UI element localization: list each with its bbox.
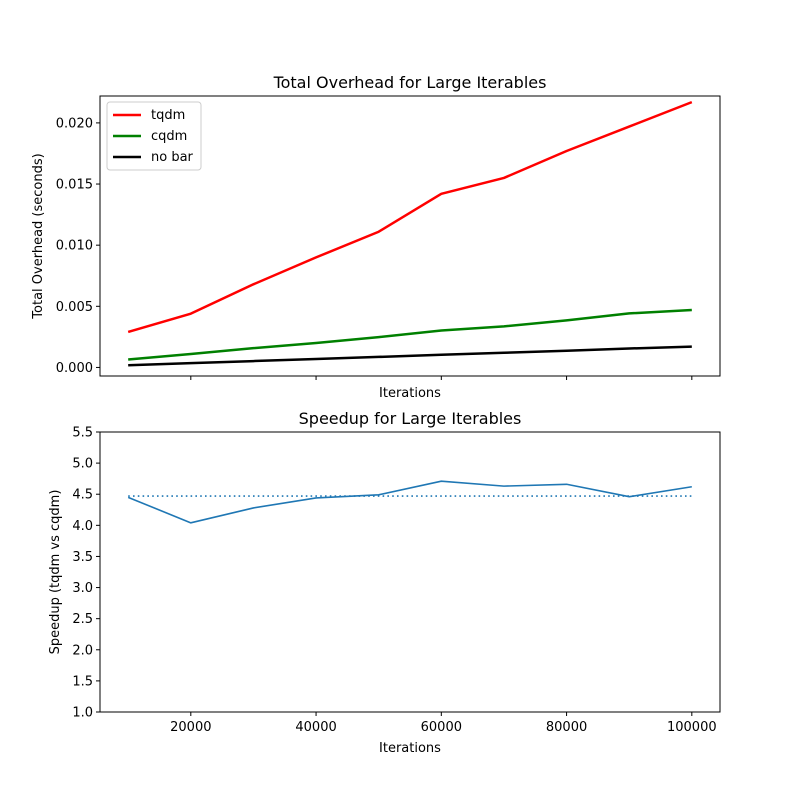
speedup-chart-ytick-label: 1.5	[72, 674, 93, 689]
speedup-chart-ytick-label: 3.0	[72, 581, 93, 596]
speedup-chart-ytick-label: 2.5	[72, 612, 93, 627]
speedup-chart-ytick-label: 1.0	[72, 706, 93, 721]
overhead-chart-frame	[99, 95, 721, 377]
overhead-chart-ytick-label: 0.000	[56, 361, 93, 376]
speedup-chart-xtick-label: 100000	[667, 720, 717, 735]
legend-box	[106, 101, 202, 171]
speedup-chart-ytick-label: 5.5	[72, 426, 93, 441]
overhead-chart-ytick-label: 0.020	[56, 116, 93, 131]
speedup-chart-series	[127, 480, 692, 524]
speedup-chart-series-speedup	[127, 480, 692, 524]
speedup-chart-xlabel: Iterations	[379, 741, 441, 756]
overhead-chart-ylabel: Total Overhead (seconds)	[31, 153, 46, 319]
overhead-chart-series	[127, 100, 693, 367]
speedup-chart-frame	[99, 431, 721, 713]
speedup-chart-ytick-label: 3.5	[72, 550, 93, 565]
overhead-chart-ticks: 0.000 0.005 0.010 0.015 0.020	[56, 116, 693, 380]
speedup-chart-ytick-label: 2.0	[72, 643, 93, 658]
legend: tqdm cqdm no bar	[106, 101, 202, 171]
overhead-chart-series-tqdm	[127, 100, 693, 334]
legend-label-cqdm: cqdm	[151, 129, 187, 144]
overhead-chart-ytick-label: 0.015	[56, 178, 93, 193]
speedup-chart-ytick-label: 4.5	[72, 488, 93, 503]
legend-label-no-bar: no bar	[151, 150, 194, 165]
overhead-chart-title: Total Overhead for Large Iterables	[273, 73, 547, 92]
legend-label-tqdm: tqdm	[151, 108, 185, 123]
speedup-chart: Speedup for Large Iterables Iterations S…	[48, 409, 721, 756]
speedup-chart-ylabel: Speedup (tqdm vs cqdm)	[48, 490, 63, 655]
speedup-chart-xtick-label: 60000	[421, 720, 462, 735]
speedup-chart-xtick-label: 20000	[170, 720, 211, 735]
overhead-chart-series-no-bar	[128, 345, 692, 367]
speedup-chart-ytick-label: 4.0	[72, 519, 93, 534]
speedup-chart-xtick-label: 80000	[546, 720, 587, 735]
overhead-chart-ytick-label: 0.010	[56, 239, 93, 254]
speedup-chart-xtick-label: 40000	[295, 720, 336, 735]
overhead-chart-ytick-label: 0.005	[56, 300, 93, 315]
overhead-chart-series-cqdm	[128, 308, 692, 361]
speedup-chart-title: Speedup for Large Iterables	[299, 409, 522, 428]
speedup-chart-ticks: 1.0 1.5 2.0 2.5 3.0 3.5 4.0 4.5 5.0 5.5 20000 40000…	[72, 426, 716, 736]
overhead-chart: Total Overhead for Large Iterables Itera…	[31, 73, 721, 401]
speedup-chart-ytick-label: 5.0	[72, 457, 93, 472]
overhead-chart-xlabel: Iterations	[379, 386, 441, 401]
